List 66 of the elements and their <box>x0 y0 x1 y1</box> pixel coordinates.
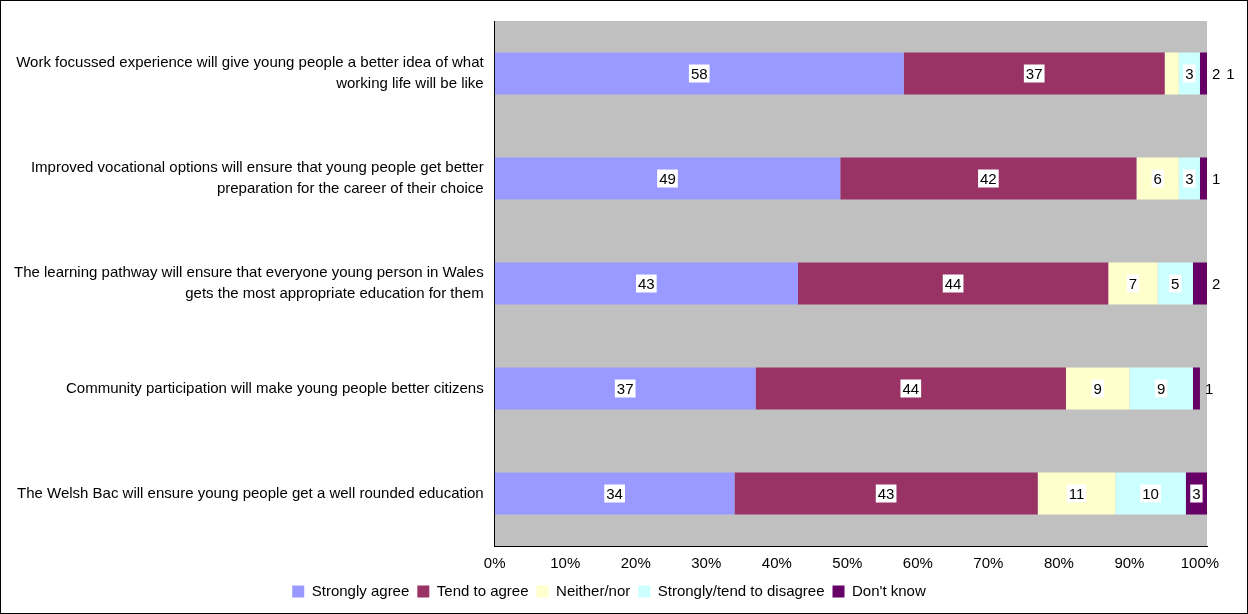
x-tick-label: 20% <box>620 554 651 572</box>
bar <box>1164 52 1179 95</box>
data-label: 43 <box>637 274 655 292</box>
data-label: 1 <box>1226 64 1235 82</box>
bar <box>494 262 798 305</box>
bar <box>1115 472 1186 515</box>
legend-label: Don't know <box>852 581 926 599</box>
data-label: 44 <box>944 274 962 292</box>
x-tick-label: 60% <box>902 554 933 572</box>
bar <box>1108 262 1158 305</box>
legend-label: Neither/nor <box>556 581 631 599</box>
legend-label: Strongly/tend to disagree <box>657 581 825 599</box>
bar <box>734 472 1038 515</box>
bar <box>1129 367 1193 410</box>
data-label: 44 <box>902 379 920 397</box>
data-label: 37 <box>616 379 634 397</box>
data-label: 58 <box>690 64 708 82</box>
x-tick-label: 70% <box>973 554 1004 572</box>
y-tick-label: Work focussed experience will give young people a better idea of what working life will be like <box>16 53 485 92</box>
bar <box>755 367 1066 410</box>
bar <box>494 472 735 515</box>
data-label: 2 <box>1212 64 1221 82</box>
x-tick-label: 10% <box>550 554 581 572</box>
data-label: 42 <box>980 169 997 187</box>
bar <box>494 157 841 200</box>
bar <box>494 367 756 410</box>
bar <box>494 52 904 95</box>
bar <box>1192 262 1207 305</box>
data-label: 9 <box>1093 379 1102 397</box>
x-tick-label: 80% <box>1043 554 1074 572</box>
data-label: 7 <box>1128 274 1138 292</box>
bar <box>1037 472 1116 515</box>
bar <box>797 262 1109 305</box>
x-tick-label: 0% <box>483 554 506 572</box>
bar <box>1199 157 1207 200</box>
data-label: 10 <box>1142 484 1159 502</box>
x-tick-label: 90% <box>1114 554 1145 572</box>
data-label: 37 <box>1025 64 1043 82</box>
legend-label: Tend to agree <box>436 581 529 599</box>
data-label: 11 <box>1068 484 1085 502</box>
data-label: 6 <box>1153 169 1162 187</box>
data-label: 1 <box>1212 169 1221 187</box>
legend-label: Strongly agree <box>311 581 410 599</box>
data-label: 43 <box>877 484 895 502</box>
bar <box>1199 52 1207 95</box>
y-tick-label: Community participation will make young people better citizens <box>66 378 484 396</box>
y-tick-label: The learning pathway will ensure that everyone young person in Wales gets the most appropriate education for them <box>13 263 484 302</box>
bar <box>1192 367 1200 410</box>
data-label: 2 <box>1212 274 1221 292</box>
data-label: 9 <box>1156 379 1166 397</box>
data-label: 3 <box>1185 169 1194 187</box>
data-label: 1 <box>1204 379 1214 397</box>
x-tick-label: 100% <box>1180 554 1220 572</box>
x-tick-label: 30% <box>691 554 722 572</box>
data-label: 34 <box>606 484 623 502</box>
y-tick-label: The Welsh Bac will ensure young people get a well rounded education <box>17 483 484 501</box>
bar <box>840 157 1137 200</box>
bar <box>1065 367 1130 410</box>
x-tick-label: 50% <box>832 554 863 572</box>
data-label: 5 <box>1171 274 1180 292</box>
data-label: 3 <box>1185 64 1194 82</box>
bar <box>903 52 1165 95</box>
data-label: 49 <box>659 169 676 187</box>
x-tick-label: 40% <box>761 554 792 572</box>
y-tick-label: Improved vocational options will ensure that young people get better preparation for the career of their choice <box>30 158 484 197</box>
data-label: 3 <box>1192 484 1201 502</box>
